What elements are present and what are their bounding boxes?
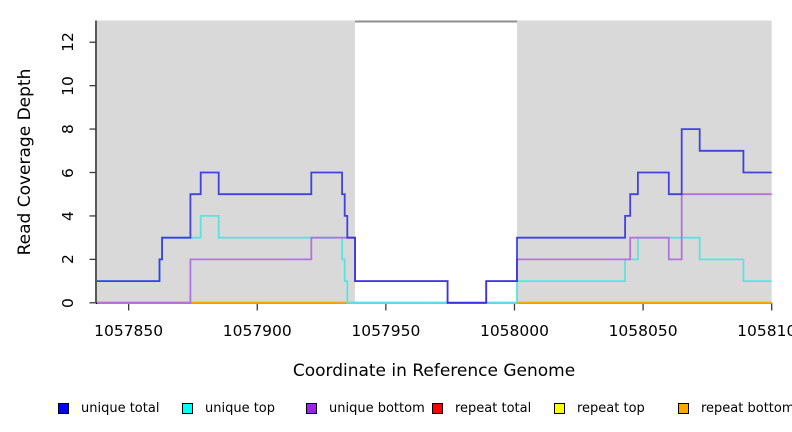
- legend-label: unique bottom: [329, 401, 425, 416]
- legend-item: unique top: [182, 401, 275, 416]
- legend-swatch-icon: [554, 403, 565, 414]
- legend-item: repeat total: [432, 401, 531, 416]
- x-tick-label: 1057900: [222, 322, 292, 340]
- legend-label: unique top: [205, 401, 276, 416]
- legend-swatch-icon: [306, 403, 317, 414]
- legend-item: unique total: [58, 401, 159, 416]
- legend-swatch-icon: [678, 403, 689, 414]
- legend-label: repeat top: [577, 401, 645, 416]
- y-axis-title: Read Coverage Depth: [15, 68, 35, 256]
- legend-swatch-icon: [432, 403, 443, 414]
- legend-swatch-icon: [182, 403, 193, 414]
- legend-item: repeat top: [554, 401, 645, 416]
- no-data-region: [354, 20, 518, 304]
- legend-item: repeat bottom: [678, 401, 792, 416]
- x-axis-title: Coordinate in Reference Genome: [292, 361, 576, 381]
- legend-swatch-icon: [58, 403, 69, 414]
- legend-label: repeat bottom: [701, 401, 792, 416]
- legend-label: unique total: [81, 401, 160, 416]
- x-tick-label: 1058000: [479, 322, 549, 340]
- legend-label: repeat total: [455, 401, 532, 416]
- legend-item: unique bottom: [306, 401, 425, 416]
- series-unique-total: [97, 128, 772, 304]
- y-tick-label: 12: [59, 32, 77, 53]
- x-tick-label: 1058050: [608, 322, 678, 340]
- x-tick-label: 1057950: [351, 322, 421, 340]
- x-tick-label: 1057850: [94, 322, 164, 340]
